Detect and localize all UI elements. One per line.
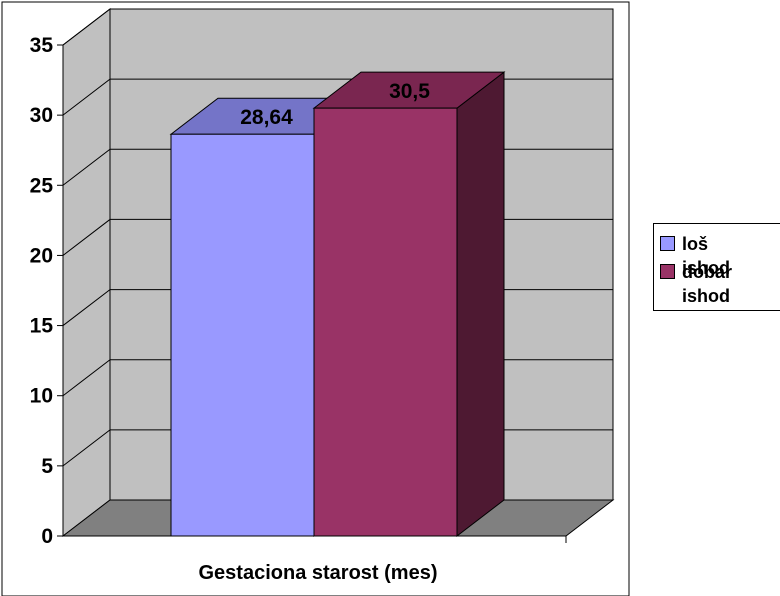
bar-front: [314, 108, 457, 536]
bar-side: [457, 72, 504, 536]
side-wall: [63, 9, 110, 536]
legend-swatch-los-ishod: [660, 236, 675, 251]
y-tick-label: 20: [30, 244, 53, 267]
y-tick-label: 15: [30, 315, 54, 338]
y-tick-label: 10: [30, 385, 53, 408]
legend-swatch-dobar-ishod: [660, 264, 675, 279]
y-tick-label: 35: [30, 34, 54, 57]
y-tick-label: 30: [30, 104, 53, 127]
x-axis-label: Gestaciona starost (mes): [199, 562, 438, 584]
legend: loš ishod dobar ishod: [653, 223, 780, 311]
y-tick-label: 5: [41, 455, 53, 478]
y-tick-label: 0: [41, 525, 53, 548]
bar-dobar-ishod: [314, 72, 504, 536]
bars: [171, 72, 504, 536]
bar-front: [171, 134, 314, 536]
y-tick-label: 25: [30, 174, 54, 197]
legend-label-dobar-ishod: dobar ishod: [682, 260, 754, 308]
data-label-lo-ishod: 28,64: [240, 106, 293, 129]
data-label-dobar-ishod: 30,5: [389, 80, 430, 103]
